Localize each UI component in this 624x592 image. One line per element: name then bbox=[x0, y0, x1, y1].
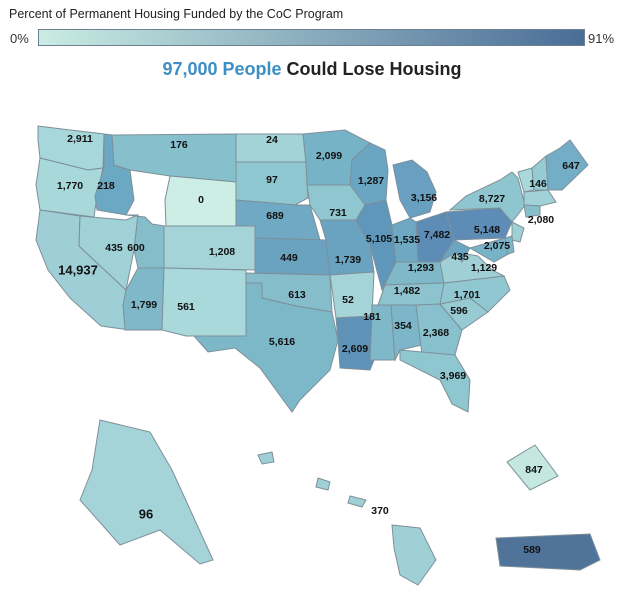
state-wv bbox=[439, 239, 471, 263]
state-al bbox=[390, 304, 423, 362]
state-label-nv: 435 bbox=[105, 242, 123, 254]
title-highlight: 97,000 People bbox=[162, 59, 282, 79]
hawaii-island-3 bbox=[347, 495, 367, 508]
state-label-sd: 97 bbox=[266, 174, 278, 186]
state-label-ia: 731 bbox=[329, 207, 347, 219]
state-label-mn: 2,099 bbox=[316, 150, 342, 162]
state-label-il: 5,105 bbox=[366, 233, 392, 245]
state-label-ky: 1,293 bbox=[408, 262, 434, 274]
state-label-wy: 0 bbox=[198, 194, 204, 206]
state-label-az: 1,799 bbox=[131, 299, 157, 311]
state-label-ne: 689 bbox=[266, 210, 284, 222]
state-label-id: 218 bbox=[97, 180, 115, 192]
state-label-ok: 613 bbox=[288, 289, 306, 301]
state-label-in: 1,535 bbox=[394, 234, 420, 246]
state-label-ca: 14,937 bbox=[58, 262, 98, 277]
state-tx bbox=[192, 282, 339, 413]
state-label-nc: 1,701 bbox=[454, 289, 480, 301]
state-label-tn: 1,482 bbox=[394, 285, 420, 297]
state-pr bbox=[495, 533, 601, 571]
state-label-wv: 435 bbox=[451, 251, 469, 263]
state-label-va: 1,129 bbox=[471, 262, 497, 274]
state-label-mi: 3,156 bbox=[411, 192, 437, 204]
state-label-wa: 2,911 bbox=[67, 133, 93, 145]
legend-title: Percent of Permanent Housing Funded by t… bbox=[9, 7, 344, 21]
state-label-pa: 5,148 bbox=[474, 224, 500, 236]
state-label-nd: 24 bbox=[266, 134, 278, 146]
state-label-nm: 561 bbox=[177, 301, 195, 313]
state-label-mt: 176 bbox=[170, 139, 188, 151]
state-label-me: 647 bbox=[562, 160, 580, 172]
state-nj bbox=[511, 221, 525, 243]
hawaii-island-2 bbox=[315, 477, 331, 491]
state-hi bbox=[391, 524, 437, 586]
state-label-tx: 5,616 bbox=[269, 336, 295, 348]
state-label-or: 1,770 bbox=[57, 180, 83, 192]
state-label-al: 354 bbox=[394, 320, 412, 332]
state-wi bbox=[349, 142, 389, 206]
state-label-ny: 8,727 bbox=[479, 193, 505, 205]
state-label-dc: 847 bbox=[525, 464, 543, 476]
state-label-ar: 52 bbox=[342, 294, 354, 306]
state-or bbox=[35, 157, 104, 218]
state-label-ga: 2,368 bbox=[423, 327, 449, 339]
state-mi bbox=[392, 159, 437, 219]
state-de bbox=[504, 235, 515, 255]
state-sd bbox=[235, 161, 309, 206]
state-label-pr: 589 bbox=[523, 544, 541, 556]
state-label-co: 1,208 bbox=[209, 246, 235, 258]
state-ms bbox=[369, 304, 396, 361]
state-fl bbox=[399, 349, 471, 413]
state-label-la: 2,609 bbox=[342, 343, 368, 355]
state-label-ms: 181 bbox=[363, 311, 381, 323]
state-label-mo: 1,739 bbox=[335, 254, 361, 266]
state-ny bbox=[448, 171, 526, 223]
state-ak bbox=[79, 419, 214, 565]
hawaii-island-1 bbox=[257, 451, 275, 465]
state-ma bbox=[523, 189, 557, 207]
state-me bbox=[545, 139, 589, 191]
state-label-md: 2,075 bbox=[484, 240, 510, 252]
map-title: 97,000 People Could Lose Housing bbox=[0, 59, 624, 80]
state-label-nj: 2,080 bbox=[528, 214, 554, 226]
state-label-vt: 146 bbox=[529, 178, 547, 190]
state-label-hi: 370 bbox=[371, 505, 389, 517]
state-dc bbox=[506, 444, 559, 491]
state-label-wi: 1,287 bbox=[358, 175, 384, 187]
state-nm bbox=[161, 267, 247, 337]
legend-min-label: 0% bbox=[10, 31, 29, 46]
state-ct bbox=[523, 204, 541, 218]
state-label-oh: 7,482 bbox=[424, 229, 450, 241]
state-label-sc: 596 bbox=[450, 305, 468, 317]
state-label-ks: 449 bbox=[280, 252, 298, 264]
legend-max-label: 91% bbox=[588, 31, 615, 46]
state-label-ut: 600 bbox=[127, 242, 145, 254]
title-rest: Could Lose Housing bbox=[281, 59, 462, 79]
state-label-ak: 96 bbox=[139, 506, 153, 521]
state-label-fl: 3,969 bbox=[440, 370, 466, 382]
legend-color-ramp bbox=[38, 29, 585, 46]
